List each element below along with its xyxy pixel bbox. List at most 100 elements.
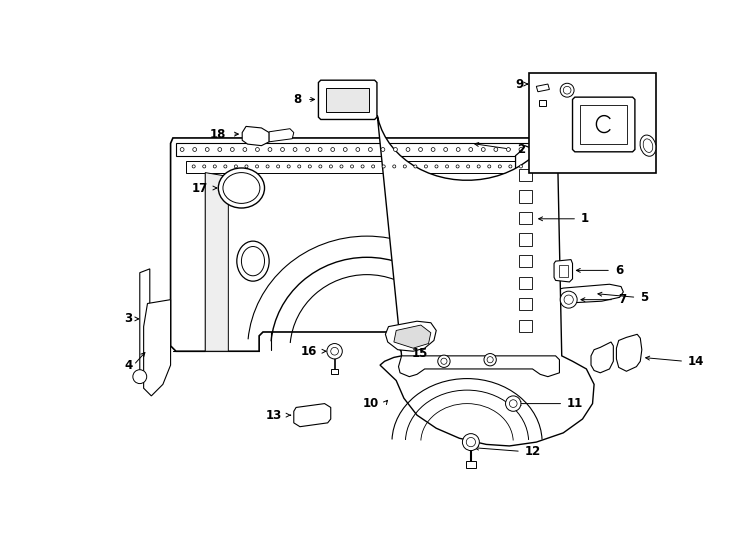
Text: 17: 17	[192, 181, 208, 194]
Circle shape	[381, 147, 385, 151]
Circle shape	[287, 165, 290, 168]
Circle shape	[280, 147, 285, 151]
Circle shape	[482, 147, 485, 151]
Circle shape	[331, 347, 338, 355]
Text: 5: 5	[640, 291, 649, 304]
Polygon shape	[319, 80, 377, 119]
Polygon shape	[580, 105, 627, 144]
Circle shape	[477, 165, 480, 168]
Polygon shape	[170, 138, 535, 351]
Polygon shape	[269, 129, 294, 142]
Text: 6: 6	[615, 264, 623, 277]
Circle shape	[509, 165, 512, 168]
Text: 11: 11	[567, 397, 584, 410]
Polygon shape	[385, 321, 436, 351]
Text: 18: 18	[210, 127, 226, 140]
Bar	[528, 72, 655, 173]
Circle shape	[327, 343, 342, 359]
Polygon shape	[559, 265, 568, 278]
Circle shape	[467, 165, 470, 168]
Bar	[519, 190, 532, 202]
Ellipse shape	[218, 168, 264, 208]
Circle shape	[371, 165, 374, 168]
Circle shape	[293, 147, 297, 151]
Text: 4: 4	[124, 359, 133, 372]
Circle shape	[181, 147, 184, 151]
Text: 2: 2	[517, 143, 526, 156]
Polygon shape	[617, 334, 642, 372]
Circle shape	[319, 165, 322, 168]
Circle shape	[277, 165, 280, 168]
Polygon shape	[573, 97, 635, 152]
Ellipse shape	[223, 173, 260, 204]
Polygon shape	[206, 173, 228, 351]
Polygon shape	[394, 325, 431, 348]
Circle shape	[484, 354, 496, 366]
Circle shape	[437, 355, 450, 367]
Circle shape	[506, 396, 521, 411]
Polygon shape	[537, 84, 550, 92]
Polygon shape	[176, 143, 530, 156]
Polygon shape	[139, 269, 150, 373]
Text: 12: 12	[525, 445, 541, 458]
Circle shape	[344, 147, 347, 151]
Circle shape	[418, 147, 423, 151]
Circle shape	[487, 356, 493, 363]
Circle shape	[509, 400, 517, 408]
Circle shape	[563, 86, 571, 94]
Circle shape	[340, 165, 343, 168]
Circle shape	[368, 147, 372, 151]
Circle shape	[234, 165, 238, 168]
Circle shape	[506, 147, 510, 151]
Text: 10: 10	[363, 397, 379, 410]
Bar	[519, 298, 532, 310]
Circle shape	[564, 295, 573, 304]
Circle shape	[266, 165, 269, 168]
Text: 14: 14	[688, 355, 705, 368]
Ellipse shape	[640, 135, 656, 156]
Circle shape	[206, 147, 209, 151]
Circle shape	[382, 165, 385, 168]
Circle shape	[192, 165, 195, 168]
Circle shape	[457, 147, 460, 151]
Circle shape	[218, 147, 222, 151]
Text: 1: 1	[581, 212, 589, 225]
Circle shape	[424, 165, 427, 168]
Bar	[519, 276, 532, 289]
Circle shape	[193, 147, 197, 151]
Polygon shape	[242, 126, 269, 146]
Polygon shape	[466, 461, 476, 468]
Circle shape	[243, 147, 247, 151]
Circle shape	[268, 147, 272, 151]
Ellipse shape	[643, 139, 653, 152]
Circle shape	[203, 165, 206, 168]
Polygon shape	[377, 116, 594, 446]
Ellipse shape	[241, 247, 264, 276]
Circle shape	[466, 437, 476, 447]
Circle shape	[519, 147, 523, 151]
Circle shape	[393, 147, 397, 151]
Circle shape	[456, 165, 459, 168]
Circle shape	[403, 165, 407, 168]
Polygon shape	[548, 284, 623, 303]
Text: 15: 15	[413, 347, 429, 360]
Bar	[519, 168, 532, 181]
Circle shape	[255, 147, 259, 151]
Text: 13: 13	[266, 409, 283, 422]
Circle shape	[494, 147, 498, 151]
Bar	[519, 212, 532, 224]
Polygon shape	[294, 403, 331, 427]
Bar	[519, 320, 532, 332]
Polygon shape	[539, 100, 546, 106]
Circle shape	[446, 165, 448, 168]
Circle shape	[361, 165, 364, 168]
Circle shape	[305, 147, 310, 151]
Polygon shape	[554, 260, 573, 282]
Circle shape	[214, 165, 217, 168]
Circle shape	[133, 370, 147, 383]
Circle shape	[298, 165, 301, 168]
Polygon shape	[591, 342, 614, 373]
Circle shape	[393, 165, 396, 168]
Text: 8: 8	[294, 93, 302, 106]
Circle shape	[462, 434, 479, 450]
